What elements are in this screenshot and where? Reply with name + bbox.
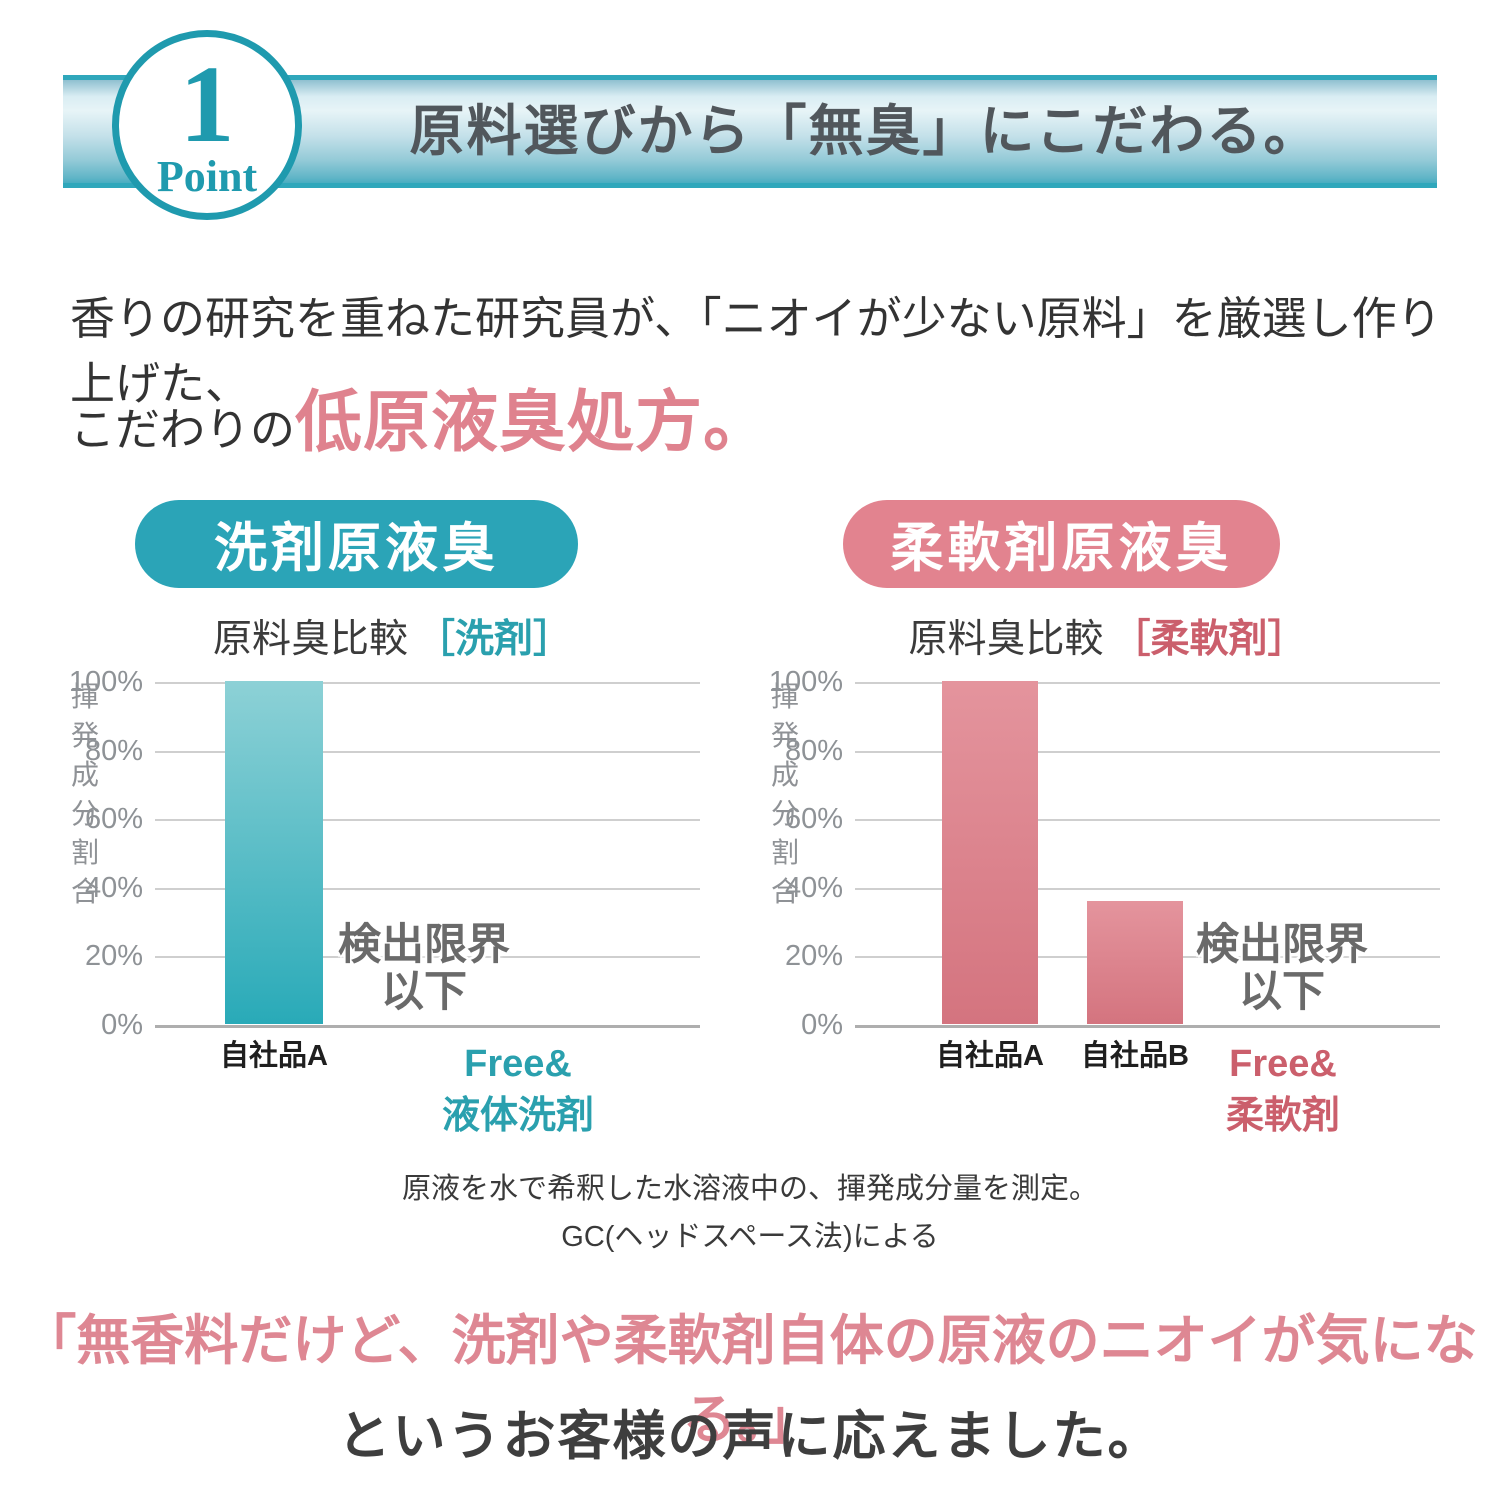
detergent-plot-area: 自社品A 検出限界 以下 Free& 液体洗剤	[155, 681, 700, 1137]
customer-quote: 「無香料だけど、洗剤や柔軟剤自体の原液のニオイが気になる。」	[22, 1311, 1478, 1450]
gridline	[155, 682, 700, 684]
intro-line-2: こだわりの 低原液臭処方。	[70, 368, 1470, 465]
measurement-footnote: 原液を水で希釈した水溶液中の、揮発成分量を測定。 GC(ヘッドスペース法)による	[0, 1165, 1500, 1261]
y-tick-label: 40%	[784, 871, 843, 904]
y-axis-title-char: 分	[770, 798, 799, 829]
y-axis-title-char: 発	[70, 720, 99, 751]
y-axis-title-char: 成	[70, 759, 99, 790]
x-axis-line	[155, 1025, 700, 1028]
intro-line-1: 香りの研究を重ねた研究員が、「ニオイが少ない原料」を厳選し作り上げた、	[70, 293, 1442, 409]
y-tick-label: 60%	[784, 803, 843, 836]
brand-reply: というお客様の声に応えました。	[337, 1407, 1163, 1466]
y-axis-title-char: 分	[70, 798, 99, 829]
y-tick-label: 100%	[768, 666, 843, 698]
point-label: Point	[156, 152, 258, 201]
point-number: 1	[179, 43, 235, 165]
y-axis-title-char: 割	[770, 837, 799, 868]
y-axis-title-char: 割	[70, 837, 99, 868]
y-tick-label: 20%	[84, 940, 143, 973]
x-axis-line	[855, 1025, 1440, 1028]
y-tick-label: 0%	[801, 1009, 843, 1041]
y-axis-title-char: 成	[770, 759, 799, 790]
below-detection-limit-annotation: 検出限界 以下	[1122, 922, 1442, 1016]
bar-自社品A	[942, 681, 1038, 1024]
gridline	[155, 887, 700, 890]
detergent-chart-title: 原料臭比較 ［洗剤］	[65, 608, 720, 664]
category-label-自社品A: 自社品A	[936, 1040, 1044, 1072]
detergent-chart-title-plain: 原料臭比較	[212, 618, 408, 661]
gridline	[855, 819, 1440, 822]
below-detection-limit-annotation: 検出限界 以下	[264, 922, 584, 1016]
below-detection-limit-line: 検出限界	[1196, 921, 1368, 969]
below-detection-limit-line: 検出限界	[338, 921, 510, 969]
footnote-line-2: GC(ヘッドスペース法)による	[561, 1221, 939, 1253]
gridline	[155, 819, 700, 822]
y-axis-title-char: 揮	[70, 681, 99, 712]
category-label-Free&液体洗剤: Free& 液体洗剤	[441, 1043, 594, 1137]
softener-chart-title-plain: 原料臭比較	[908, 618, 1104, 661]
y-axis-title-char: 発	[770, 720, 799, 751]
intro-line-2-prefix: こだわりの	[70, 404, 296, 455]
gridline	[155, 956, 700, 959]
y-tick-label: 20%	[784, 940, 843, 973]
softener-pill-header: 柔軟剤原液臭	[843, 500, 1280, 588]
softener-plot-area: 自社品A 自社品B 検出限界 以下 Free& 柔軟剤	[855, 681, 1442, 1137]
bar-自社品A	[225, 681, 323, 1024]
category-label-自社品B: 自社品B	[1081, 1040, 1189, 1072]
softener-y-axis-title: 揮発成分割合	[768, 677, 802, 911]
detergent-y-axis-title: 揮発成分割合	[68, 677, 102, 911]
point-badge: 1 Point	[112, 30, 302, 220]
y-axis-title-char: 合	[770, 876, 799, 907]
y-axis-title-char: 揮	[770, 681, 799, 712]
detergent-pill-header: 洗剤原液臭	[135, 500, 578, 588]
y-axis-title-char: 合	[70, 876, 99, 907]
softener-chart-title-bracket: ［柔軟剤］	[1111, 618, 1307, 661]
softener-chart-panel: 柔軟剤原液臭 原料臭比較 ［柔軟剤］ 揮発成分割合 自社品A 自社品B 検出限界 以下 F…	[769, 500, 1442, 1180]
category-label-Free&柔軟剤: Free& 柔軟剤	[1225, 1043, 1340, 1137]
y-tick-label: 80%	[84, 734, 143, 767]
gridline	[855, 750, 1440, 753]
below-detection-limit-line: 以下	[381, 968, 467, 1016]
y-tick-label: 40%	[84, 871, 143, 904]
y-tick-label: 0%	[101, 1009, 143, 1041]
banner-title: 原料選びから「無臭」にこだわる。	[409, 100, 1321, 162]
footnote-line-1: 原液を水で希釈した水溶液中の、揮発成分量を測定。	[401, 1173, 1098, 1205]
category-label-自社品A: 自社品A	[220, 1040, 328, 1072]
y-tick-label: 100%	[68, 666, 143, 698]
softener-chart-title: 原料臭比較 ［柔軟剤］	[775, 608, 1440, 664]
gridline	[855, 887, 1440, 890]
detergent-chart-title-bracket: ［洗剤］	[416, 618, 573, 661]
detergent-chart-panel: 洗剤原液臭 原料臭比較 ［洗剤］ 揮発成分割合 自社品A 検出限界 以下 Free& 液体…	[65, 500, 720, 1180]
y-tick-label: 80%	[784, 734, 843, 767]
bar-自社品B	[1087, 900, 1183, 1024]
gridline	[155, 750, 700, 753]
gridline	[855, 682, 1440, 684]
intro-highlight-low-odor-formula: 低原液臭処方。	[295, 385, 772, 460]
below-detection-limit-line: 以下	[1239, 968, 1325, 1016]
y-tick-label: 60%	[84, 803, 143, 836]
